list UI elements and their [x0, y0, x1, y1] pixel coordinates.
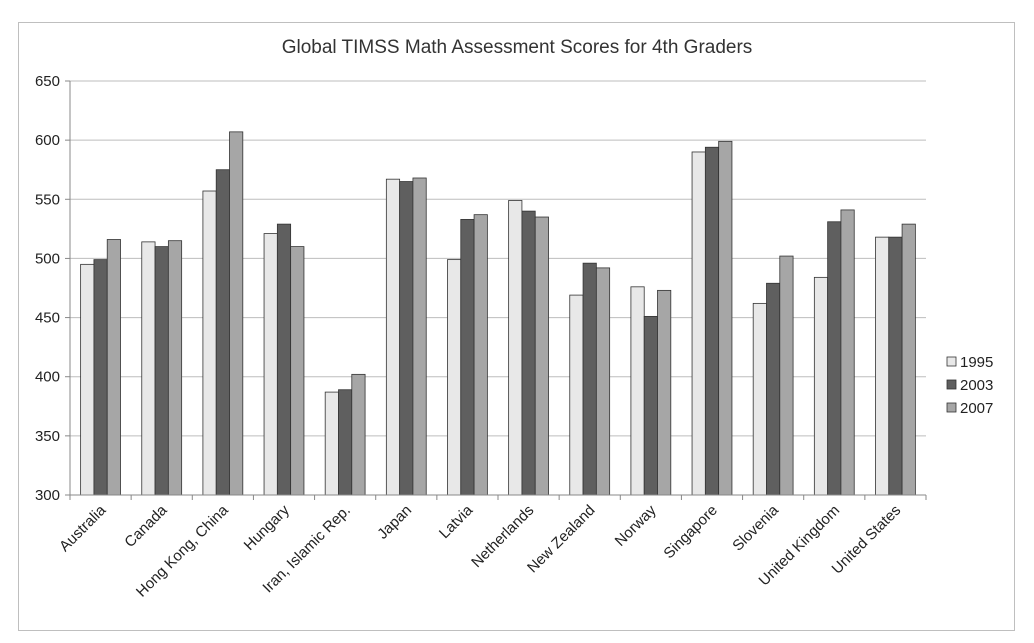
bar-2003 — [154, 246, 169, 496]
x-tick-label: Slovenia — [729, 501, 782, 554]
bar-2003 — [276, 223, 292, 496]
x-tick-label: Japan — [374, 502, 415, 543]
bar-2007 — [351, 373, 366, 496]
x-tick-label: Canada — [121, 501, 171, 551]
y-tick-label: 450 — [35, 310, 60, 327]
bar-2007 — [901, 223, 916, 496]
bar-2003 — [827, 221, 842, 496]
x-tick-label: Hungary — [241, 501, 293, 553]
bar-2003 — [399, 181, 414, 496]
bar-2007 — [718, 140, 733, 496]
bar-2003 — [460, 218, 475, 496]
bar-1995 — [80, 263, 95, 496]
bar-2007 — [106, 239, 121, 496]
legend: 1995 2003 2007 — [946, 354, 993, 417]
bar-2003 — [704, 146, 720, 496]
y-axis: 300 350 400 450 500 550 600 650 — [35, 73, 71, 504]
bars — [80, 131, 916, 496]
bar-2007 — [534, 216, 549, 496]
bar-2003 — [338, 389, 353, 496]
bar-1995 — [691, 151, 706, 496]
bar-2003 — [521, 210, 536, 496]
legend-label: 2007 — [960, 400, 993, 417]
bar-2007 — [167, 240, 183, 496]
bar-2003 — [93, 259, 108, 496]
bar-1995 — [324, 391, 339, 496]
y-tick-label: 600 — [35, 132, 60, 149]
bar-2007 — [657, 289, 672, 496]
bar-2007 — [290, 246, 305, 496]
bar-2003 — [215, 169, 230, 496]
bar-1995 — [508, 200, 523, 496]
bar-2007 — [229, 131, 244, 496]
legend-swatch-2003 — [946, 379, 957, 390]
x-tick-label: Norway — [612, 501, 660, 549]
bar-1995 — [385, 178, 401, 496]
legend-swatch-1995 — [946, 356, 957, 367]
y-tick-label: 300 — [35, 487, 60, 504]
x-tick-label: Singapore — [660, 502, 720, 562]
gridlines — [70, 80, 926, 496]
bar-2007 — [840, 209, 855, 496]
bar-2007 — [779, 255, 794, 496]
legend-label: 2003 — [960, 377, 993, 394]
y-tick-label: 400 — [35, 369, 60, 386]
bar-1995 — [263, 233, 278, 496]
y-tick-label: 650 — [35, 73, 60, 90]
bar-1995 — [447, 259, 462, 496]
bar-1995 — [630, 286, 645, 496]
bar-1995 — [569, 294, 584, 496]
bar-1995 — [813, 276, 829, 496]
x-tick-label: Latvia — [436, 501, 477, 542]
y-tick-label: 500 — [35, 250, 60, 267]
bar-1995 — [875, 236, 890, 496]
bar-2007 — [473, 214, 488, 496]
bar-2007 — [412, 177, 427, 496]
bar-1995 — [141, 241, 156, 496]
bar-2003 — [643, 315, 658, 496]
chart-title: Global TIMSS Math Assessment Scores for … — [282, 37, 753, 58]
bar-2003 — [766, 282, 781, 496]
legend-label: 1995 — [960, 354, 993, 371]
bar-1995 — [202, 190, 217, 496]
x-tick-label: Australia — [56, 501, 110, 555]
legend-swatch-2007 — [946, 402, 957, 413]
y-tick-label: 350 — [35, 428, 60, 445]
bar-2003 — [582, 262, 597, 496]
bar-1995 — [752, 302, 767, 496]
bar-2003 — [888, 236, 903, 496]
y-tick-label: 550 — [35, 191, 60, 208]
bar-2007 — [595, 267, 611, 496]
